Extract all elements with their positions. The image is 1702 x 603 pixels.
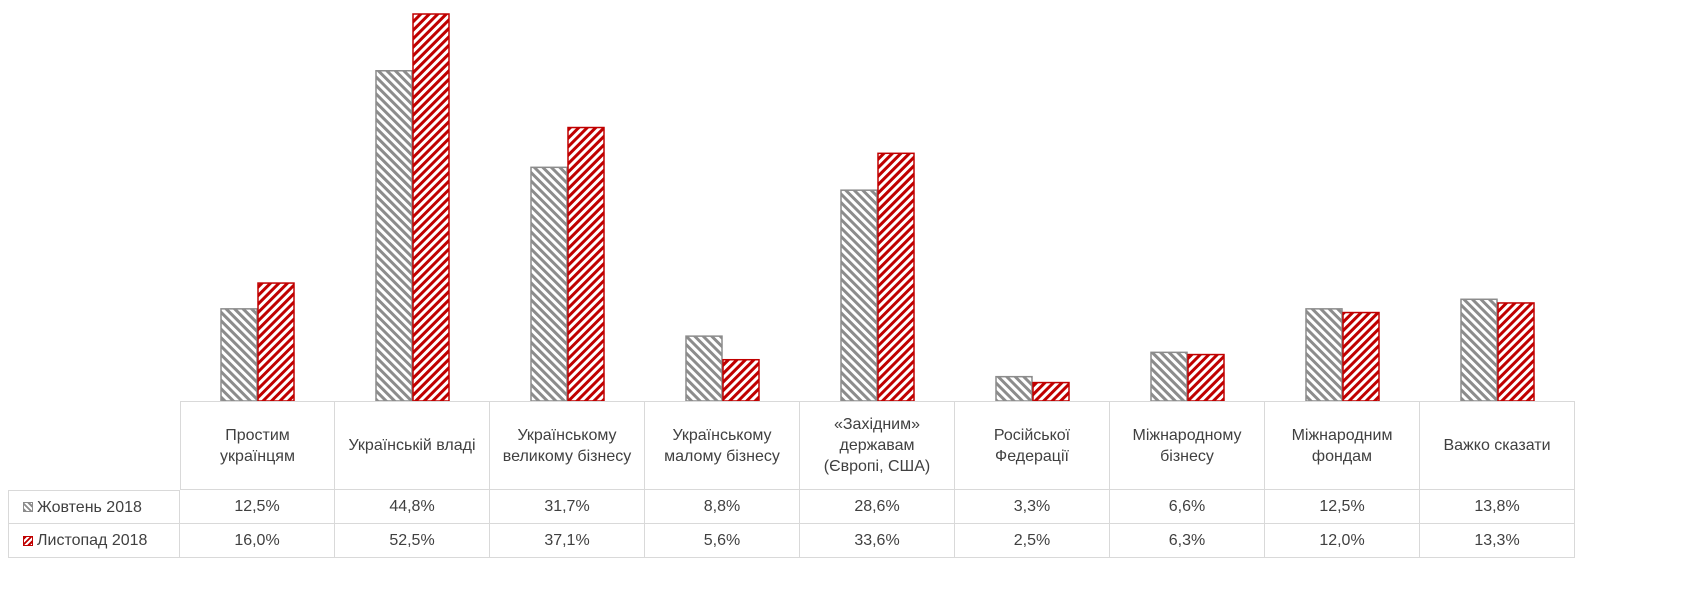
value-label: 6,6% (1110, 490, 1265, 524)
category-label-text: Важко сказати (1443, 437, 1551, 454)
legend-entry: Жовтень 2018 (8, 490, 180, 524)
bar (877, 152, 915, 402)
category-label-text: Простим українцям (220, 426, 295, 465)
value-label: 8,8% (645, 490, 800, 524)
legend-text: Листопад 2018 (37, 532, 148, 549)
category-label-text: Українській владі (348, 437, 476, 454)
value-label: 12,5% (1265, 490, 1420, 524)
value-label: 6,3% (1110, 524, 1265, 558)
value-label-text: 28,6% (854, 498, 900, 515)
value-label-text: 2,5% (1013, 532, 1051, 549)
value-label: 3,3% (955, 490, 1110, 524)
value-label: 13,8% (1420, 490, 1575, 524)
value-label: 44,8% (335, 490, 490, 524)
value-label-text: 31,7% (544, 498, 590, 515)
value-label-text: 12,5% (1319, 498, 1365, 515)
category-label-text: Міжнародним фондам (1291, 426, 1393, 465)
legend-swatch (23, 535, 33, 546)
category-label: Українській владі (335, 401, 490, 490)
bar (375, 70, 413, 402)
value-label: 12,5% (180, 490, 335, 524)
value-label: 28,6% (800, 490, 955, 524)
legend-swatch (23, 502, 33, 512)
legend-entry: Листопад 2018 (8, 524, 180, 558)
bar (1305, 308, 1343, 402)
bar (530, 166, 568, 402)
category-label: Українському малому бізнесу (645, 401, 800, 490)
bar (1032, 381, 1070, 402)
bar (1150, 351, 1188, 402)
value-label-text: 5,6% (703, 532, 741, 549)
bar (840, 189, 878, 402)
value-label-text: 6,6% (1168, 498, 1206, 515)
value-label: 37,1% (490, 524, 645, 558)
value-label-text: 52,5% (389, 532, 435, 549)
bar (1460, 298, 1498, 402)
category-label-text: Українському великому бізнесу (502, 426, 632, 465)
legend-text: Жовтень 2018 (37, 498, 142, 516)
category-label-text: Українському малому бізнесу (664, 426, 780, 465)
value-label: 2,5% (955, 524, 1110, 558)
value-label-text: 37,1% (544, 532, 590, 549)
value-label: 12,0% (1265, 524, 1420, 558)
category-label: «Західним» державам (Європі, США) (800, 401, 955, 490)
value-label-text: 13,8% (1474, 498, 1520, 515)
value-label: 13,3% (1420, 524, 1575, 558)
value-label-text: 16,0% (234, 532, 280, 549)
category-label: Російської Федерації (955, 401, 1110, 490)
category-label: Міжнародним фондам (1265, 401, 1420, 490)
bar (1497, 302, 1535, 402)
category-label: Простим українцям (180, 401, 335, 490)
bar (1342, 311, 1380, 402)
bar (220, 308, 258, 402)
value-label: 33,6% (800, 524, 955, 558)
chart (220, 13, 1535, 402)
value-label-text: 3,3% (1013, 498, 1051, 515)
value-label: 52,5% (335, 524, 490, 558)
bar (257, 282, 295, 402)
value-label: 5,6% (645, 524, 800, 558)
bar (995, 375, 1033, 402)
value-label-text: 13,3% (1474, 532, 1520, 549)
bar (412, 13, 450, 402)
category-label: Міжнародному бізнесу (1110, 401, 1265, 490)
value-label-text: 8,8% (703, 498, 741, 515)
bar (567, 126, 605, 402)
bar (685, 335, 723, 402)
value-label-text: 33,6% (854, 532, 900, 549)
value-label-text: 6,3% (1168, 532, 1206, 549)
value-label: 16,0% (180, 524, 335, 558)
category-label: Важко сказати (1420, 401, 1575, 490)
bar (1187, 353, 1225, 402)
value-label-text: 44,8% (389, 498, 435, 515)
value-label: 31,7% (490, 490, 645, 524)
value-label-text: 12,0% (1319, 532, 1365, 549)
bar (722, 358, 760, 402)
category-label-text: Міжнародному бізнесу (1132, 426, 1242, 465)
category-label-text: Російської Федерації (993, 426, 1071, 465)
value-label-text: 12,5% (234, 498, 280, 515)
category-label-text: «Західним» державам (Європі, США) (823, 416, 931, 475)
category-label: Українському великому бізнесу (490, 401, 645, 490)
